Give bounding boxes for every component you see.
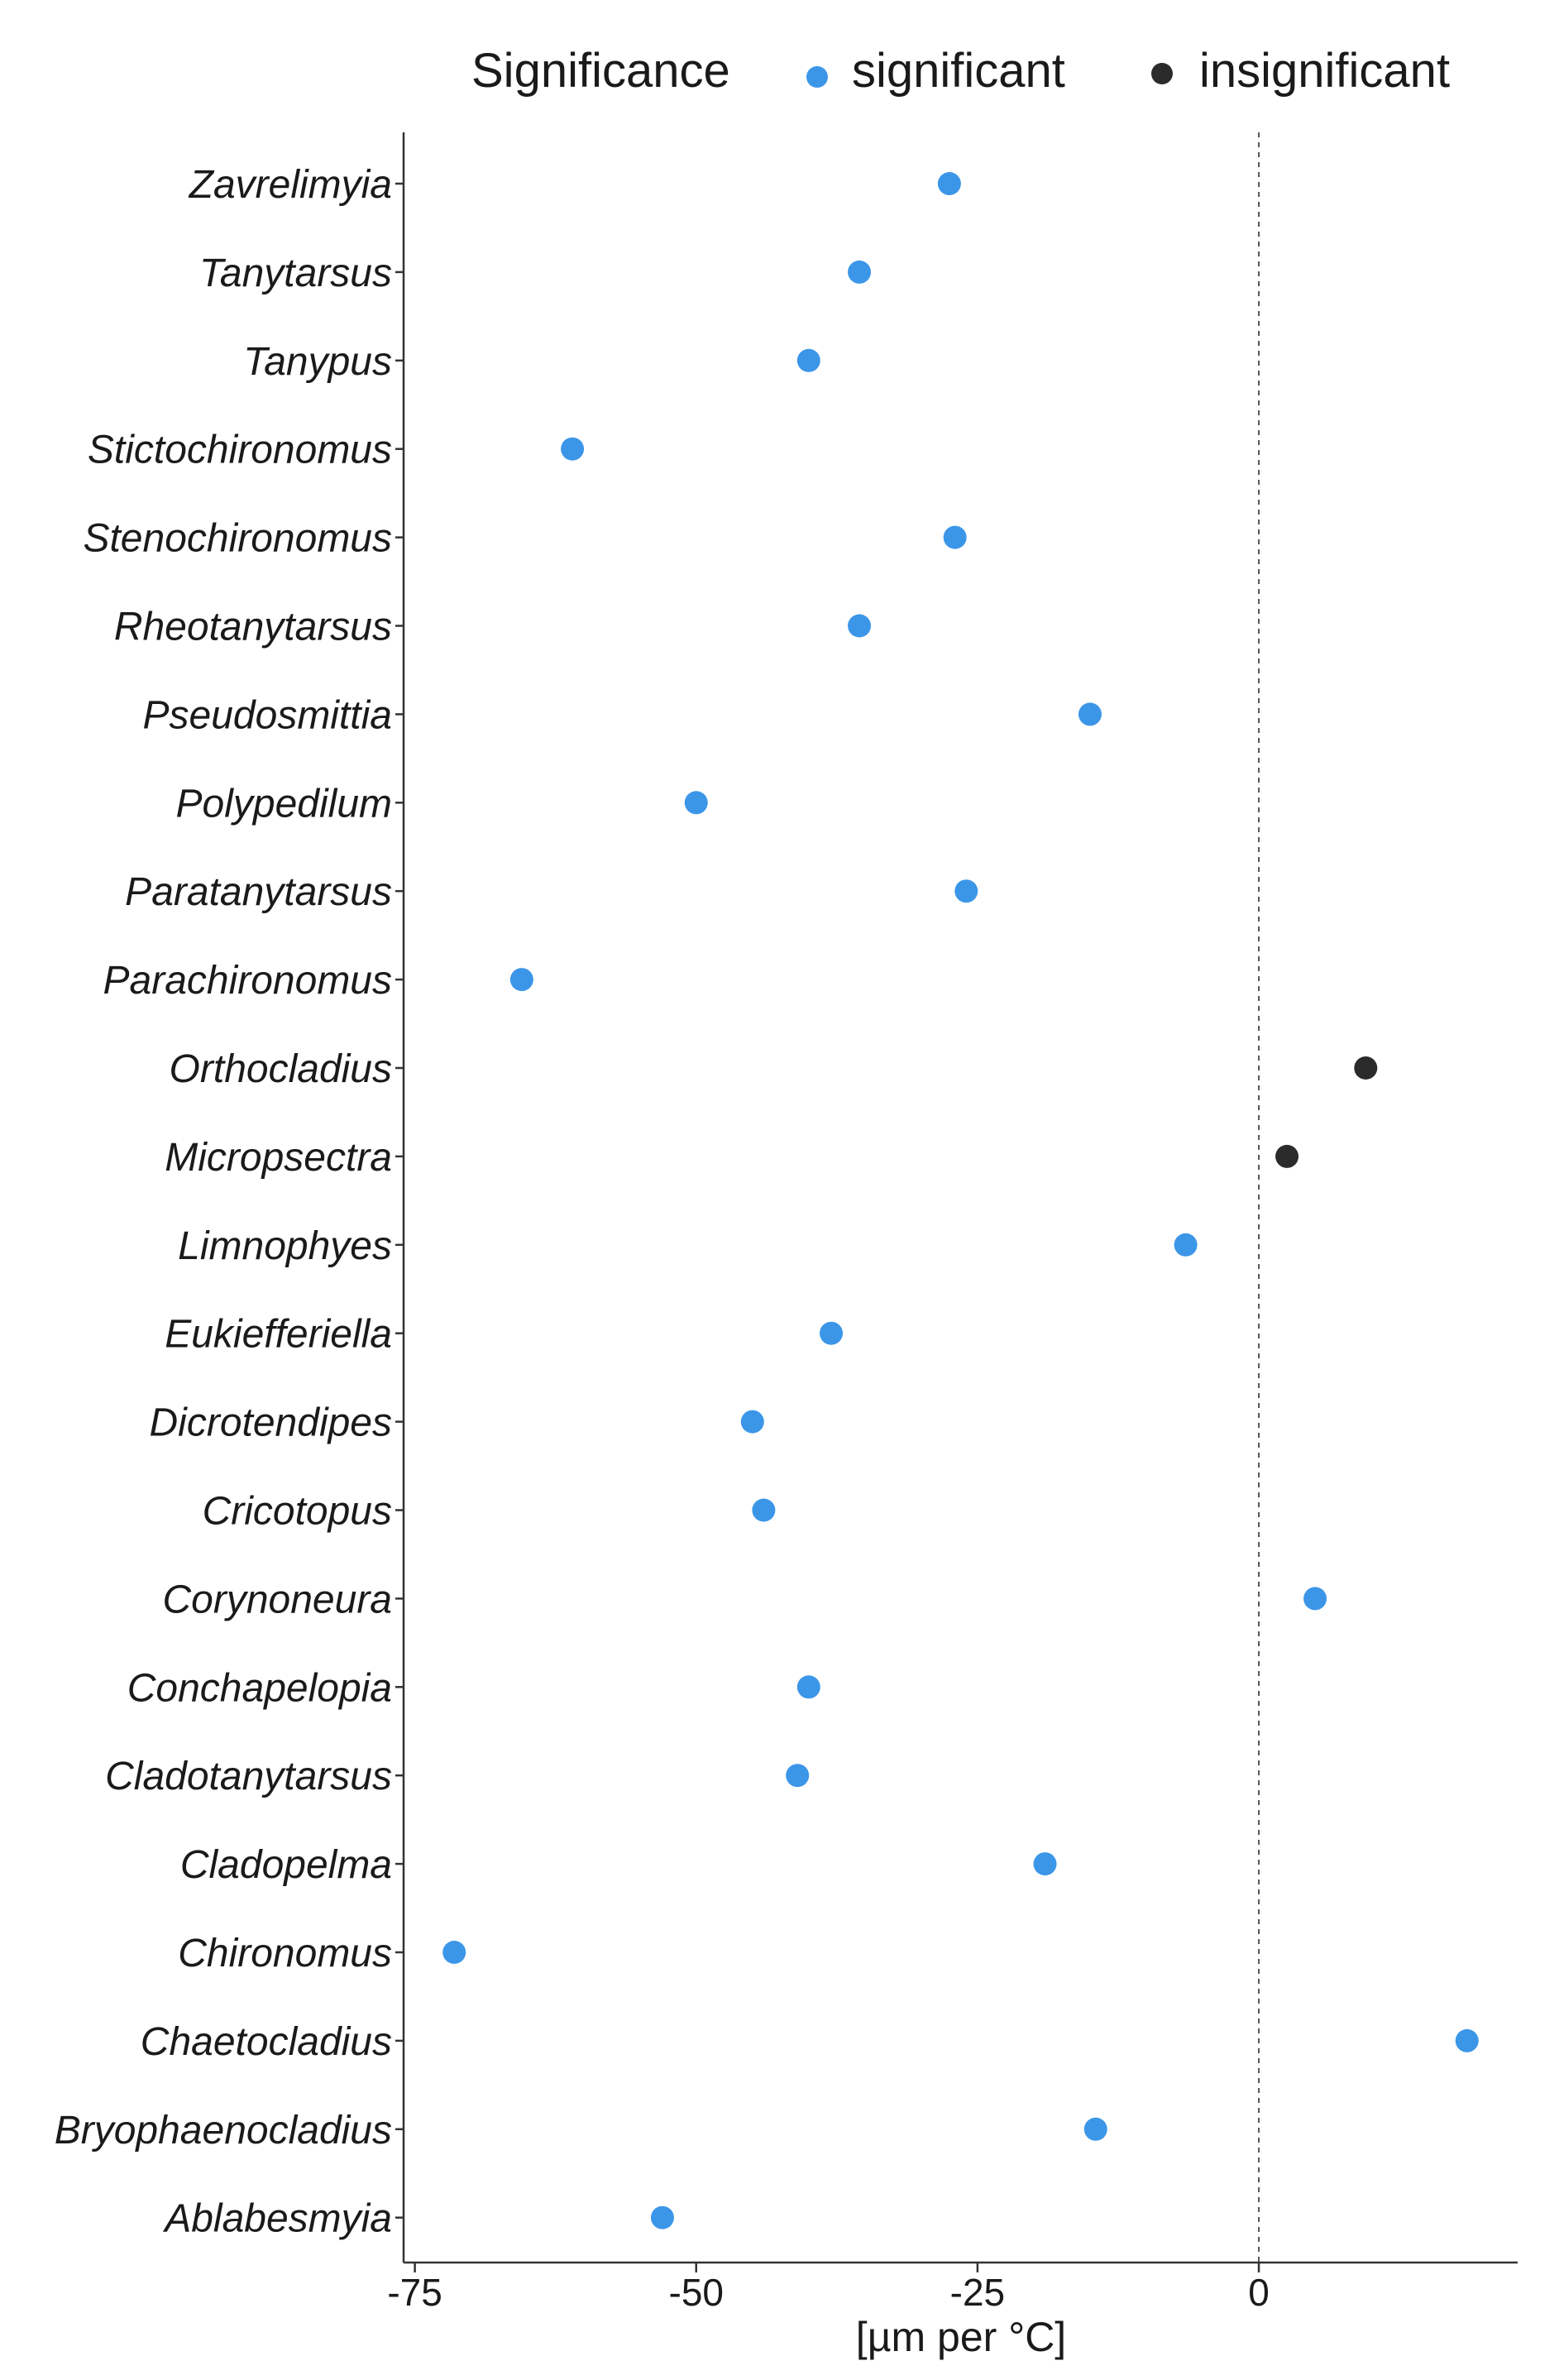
- legend-marker-significant: [806, 66, 828, 88]
- legend-label-significant: significant: [852, 44, 1065, 98]
- legend: Significance significant insignificant: [471, 44, 1450, 98]
- y-tick-label: Cricotopus: [203, 1490, 392, 1534]
- y-tick-label: Conchapelopia: [127, 1666, 392, 1710]
- data-point-stictochironomus: [561, 437, 585, 461]
- y-tick-label: Bryophaenocladius: [55, 2109, 392, 2153]
- y-tick-label: Micropsectra: [165, 1136, 392, 1180]
- x-axis-ticks: -75 -50 -25 0: [387, 2263, 1270, 2314]
- y-tick-label: Corynoneura: [163, 1578, 393, 1621]
- x-tick-label: 0: [1248, 2271, 1270, 2314]
- data-point-stenochironomus: [943, 525, 967, 549]
- data-point-micropsectra: [1275, 1144, 1299, 1168]
- y-tick-label: Pseudosmittia: [143, 693, 392, 737]
- x-tick-label: -50: [669, 2271, 724, 2314]
- y-tick-label: Orthocladius: [170, 1047, 392, 1091]
- data-point-cladopelma: [1033, 1852, 1057, 1876]
- data-point-cricotopus: [752, 1498, 776, 1522]
- data-point-chironomus: [442, 1941, 466, 1964]
- data-point-conchapelopia: [796, 1675, 820, 1699]
- y-axis-ticks: Zavrelimyia Tanytarsus Tanypus Stictochiron…: [55, 163, 404, 2241]
- data-point-chaetocladius: [1455, 2028, 1479, 2052]
- data-point-pseudosmittia: [1078, 702, 1102, 726]
- data-point-cladotanytarsus: [786, 1764, 810, 1788]
- x-tick-label: -25: [950, 2271, 1005, 2314]
- y-tick-label: Cladopelma: [180, 1843, 392, 1887]
- x-axis-title: [µm per °C]: [856, 2314, 1066, 2360]
- data-point-rheotanytarsus: [848, 614, 872, 638]
- data-point-orthocladius: [1354, 1056, 1378, 1080]
- y-tick-label: Stenochironomus: [83, 517, 392, 561]
- data-point-tanytarsus: [848, 260, 872, 284]
- y-tick-label: Chaetocladius: [141, 2020, 392, 2064]
- data-point-paratanytarsus: [954, 879, 978, 903]
- y-tick-label: Ablabesmyia: [162, 2197, 392, 2241]
- data-point-corynoneura: [1303, 1587, 1327, 1611]
- y-tick-label: Stictochironomus: [88, 429, 392, 472]
- data-point-polypedilum: [684, 791, 708, 815]
- y-tick-label: Chironomus: [178, 1932, 392, 1975]
- data-point-bryophaenocladius: [1083, 2117, 1107, 2141]
- y-tick-label: Tanypus: [243, 340, 392, 384]
- y-tick-label: Parachironomus: [103, 959, 393, 1003]
- data-point-zavrelimyia: [937, 172, 961, 195]
- y-tick-label: Paratanytarsus: [125, 870, 392, 914]
- legend-marker-insignificant: [1151, 63, 1173, 84]
- y-tick-label: Rheotanytarsus: [114, 606, 392, 649]
- data-point-eukiefferiella: [820, 1321, 844, 1345]
- legend-label-insignificant: insignificant: [1199, 44, 1450, 98]
- y-tick-label: Dicrotendipes: [150, 1401, 392, 1445]
- y-tick-label: Limnophyes: [178, 1224, 392, 1268]
- data-point-parachironomus: [509, 968, 533, 992]
- data-point-ablabesmyia: [650, 2205, 674, 2229]
- y-tick-label: Polypedilum: [176, 782, 392, 826]
- y-tick-label: Eukiefferiella: [165, 1313, 392, 1357]
- data-point-dicrotendipes: [740, 1410, 764, 1434]
- y-tick-label: Zavrelimyia: [189, 163, 392, 207]
- data-points: [442, 172, 1479, 2229]
- x-tick-label: -75: [387, 2271, 442, 2314]
- y-tick-label: Tanytarsus: [199, 251, 392, 295]
- y-tick-label: Cladotanytarsus: [105, 1755, 392, 1798]
- data-point-limnophyes: [1174, 1233, 1198, 1257]
- legend-title: Significance: [471, 44, 730, 98]
- data-point-tanypus: [796, 348, 820, 372]
